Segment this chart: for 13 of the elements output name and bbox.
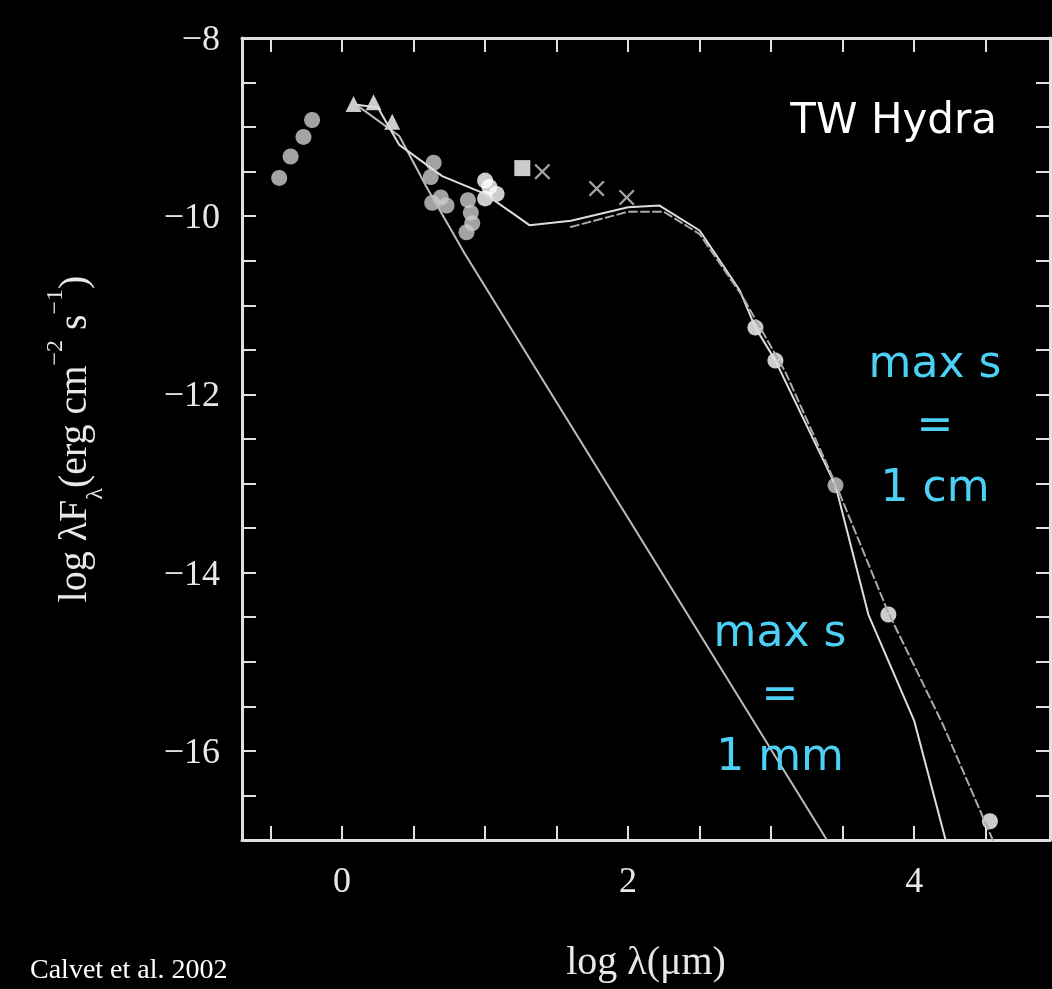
y-tick-label: −8 bbox=[181, 18, 220, 58]
y-tick-label: −16 bbox=[163, 730, 220, 771]
x-tick-label: 4 bbox=[905, 860, 924, 900]
y-tick-label: −12 bbox=[163, 374, 220, 415]
x-tick-label: 2 bbox=[619, 860, 638, 900]
x-axis-title: log λ(μm) bbox=[566, 937, 726, 983]
y-tick-label: −10 bbox=[163, 196, 220, 237]
annotation: max s = 1 cm bbox=[868, 335, 1002, 511]
text: TW Hydra bbox=[789, 93, 997, 143]
y-tick-label: −14 bbox=[163, 552, 220, 593]
x-tick-label: 0 bbox=[333, 860, 352, 900]
text: Calvet et al. 2002 bbox=[30, 952, 228, 984]
y-axis-title: log λFλ(erg cm−2 s−1) bbox=[41, 275, 107, 603]
